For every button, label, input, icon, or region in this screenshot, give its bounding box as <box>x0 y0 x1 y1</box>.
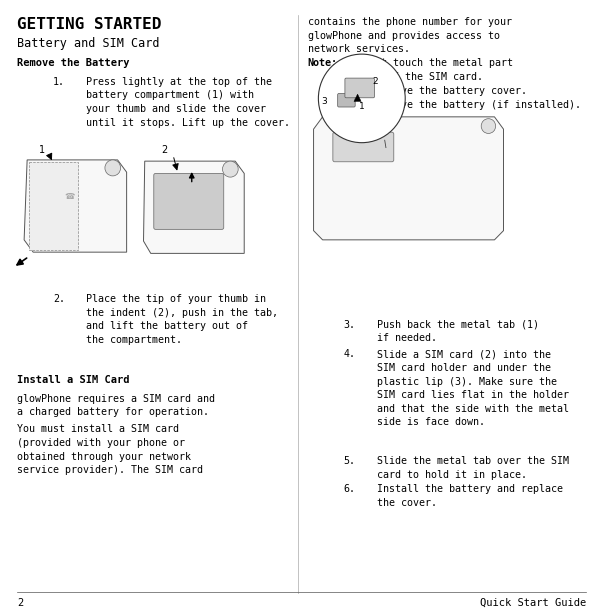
Text: 2: 2 <box>372 77 377 85</box>
Polygon shape <box>354 94 361 101</box>
Polygon shape <box>24 160 127 252</box>
Text: Press lightly at the top of the
battery compartment (1) with
your thumb and slid: Press lightly at the top of the battery … <box>86 77 290 128</box>
Text: Quick Start Guide: Quick Start Guide <box>480 598 586 608</box>
FancyBboxPatch shape <box>338 93 355 107</box>
Text: 3: 3 <box>321 97 327 106</box>
Circle shape <box>105 160 121 176</box>
Circle shape <box>318 54 405 143</box>
Text: Note:: Note: <box>308 58 338 68</box>
Text: Install the battery and replace
the cover.: Install the battery and replace the cove… <box>377 484 563 507</box>
Text: ☎: ☎ <box>64 192 75 201</box>
Text: 2.: 2. <box>344 100 356 109</box>
Text: Remove the battery (if installed).: Remove the battery (if installed). <box>377 100 581 109</box>
Text: Slide a SIM card (2) into the
SIM card holder and under the
plastic lip (3). Mak: Slide a SIM card (2) into the SIM card h… <box>377 349 569 427</box>
Text: 1: 1 <box>39 145 45 155</box>
Text: GETTING STARTED: GETTING STARTED <box>17 17 161 32</box>
Text: 5.: 5. <box>344 456 356 466</box>
Text: 1: 1 <box>359 102 365 111</box>
Circle shape <box>481 119 496 133</box>
Text: 2: 2 <box>17 598 23 608</box>
Text: Do not touch the metal part
      of the SIM card.: Do not touch the metal part of the SIM c… <box>351 58 513 82</box>
Text: 2: 2 <box>161 145 167 155</box>
Text: Battery and SIM Card: Battery and SIM Card <box>17 37 159 50</box>
Text: glowPhone requires a SIM card and
a charged battery for operation.: glowPhone requires a SIM card and a char… <box>17 394 215 417</box>
Text: Install a SIM Card: Install a SIM Card <box>17 375 130 385</box>
Text: 1.: 1. <box>53 77 65 87</box>
Text: 1.: 1. <box>344 86 356 96</box>
Text: 3.: 3. <box>344 320 356 330</box>
Text: Remove the battery cover.: Remove the battery cover. <box>377 86 527 96</box>
Text: You must install a SIM card
(provided with your phone or
obtained through your n: You must install a SIM card (provided wi… <box>17 424 203 475</box>
Text: 6.: 6. <box>344 484 356 494</box>
Polygon shape <box>29 162 78 250</box>
Text: 2.: 2. <box>53 294 65 304</box>
Circle shape <box>223 161 238 177</box>
Text: Slide the metal tab over the SIM
card to hold it in place.: Slide the metal tab over the SIM card to… <box>377 456 569 480</box>
Text: 4.: 4. <box>344 349 356 359</box>
FancyBboxPatch shape <box>345 78 374 98</box>
Polygon shape <box>144 161 244 253</box>
Text: Push back the metal tab (1)
if needed.: Push back the metal tab (1) if needed. <box>377 320 539 343</box>
FancyBboxPatch shape <box>333 132 394 162</box>
FancyBboxPatch shape <box>154 173 224 229</box>
Text: Remove the Battery: Remove the Battery <box>17 58 130 68</box>
Polygon shape <box>314 117 504 240</box>
Text: Place the tip of your thumb in
the indent (2), push in the tab,
and lift the bat: Place the tip of your thumb in the inden… <box>86 294 278 345</box>
Text: contains the phone number for your
glowPhone and provides access to
network serv: contains the phone number for your glowP… <box>308 17 511 54</box>
